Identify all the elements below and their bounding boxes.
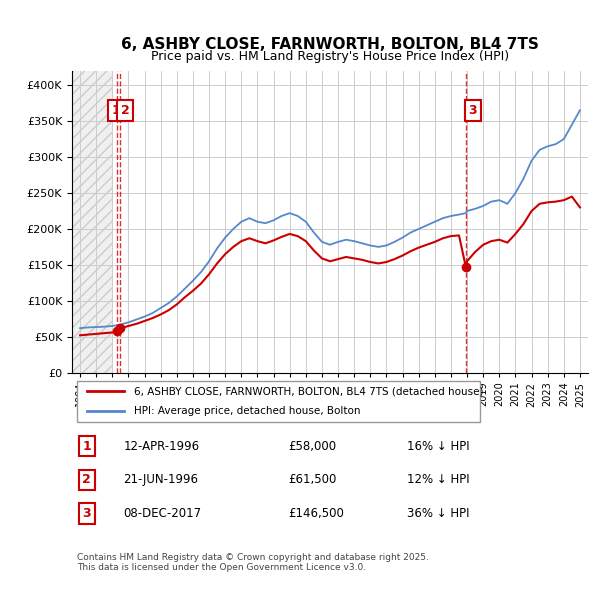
Text: Contains HM Land Registry data © Crown copyright and database right 2025.
This d: Contains HM Land Registry data © Crown c… [77, 553, 429, 572]
Bar [72, 71, 112, 373]
Text: 3: 3 [469, 104, 477, 117]
Text: 3: 3 [82, 507, 91, 520]
Text: HPI: Average price, detached house, Bolton: HPI: Average price, detached house, Bolt… [134, 407, 361, 417]
Text: 1: 1 [82, 440, 91, 453]
Text: 2: 2 [82, 473, 91, 486]
Text: 08-DEC-2017: 08-DEC-2017 [124, 507, 202, 520]
Text: 12% ↓ HPI: 12% ↓ HPI [407, 473, 470, 486]
Text: 2: 2 [121, 104, 130, 117]
FancyBboxPatch shape [77, 381, 479, 422]
Text: 36% ↓ HPI: 36% ↓ HPI [407, 507, 470, 520]
Text: £146,500: £146,500 [289, 507, 344, 520]
Text: £61,500: £61,500 [289, 473, 337, 486]
Text: 6, ASHBY CLOSE, FARNWORTH, BOLTON, BL4 7TS: 6, ASHBY CLOSE, FARNWORTH, BOLTON, BL4 7… [121, 37, 539, 52]
Text: 12-APR-1996: 12-APR-1996 [124, 440, 200, 453]
Text: 1: 1 [112, 104, 121, 117]
Text: 21-JUN-1996: 21-JUN-1996 [124, 473, 199, 486]
Text: 6, ASHBY CLOSE, FARNWORTH, BOLTON, BL4 7TS (detached house): 6, ASHBY CLOSE, FARNWORTH, BOLTON, BL4 7… [134, 386, 484, 396]
Text: 16% ↓ HPI: 16% ↓ HPI [407, 440, 470, 453]
Text: Price paid vs. HM Land Registry's House Price Index (HPI): Price paid vs. HM Land Registry's House … [151, 50, 509, 63]
Text: £58,000: £58,000 [289, 440, 337, 453]
